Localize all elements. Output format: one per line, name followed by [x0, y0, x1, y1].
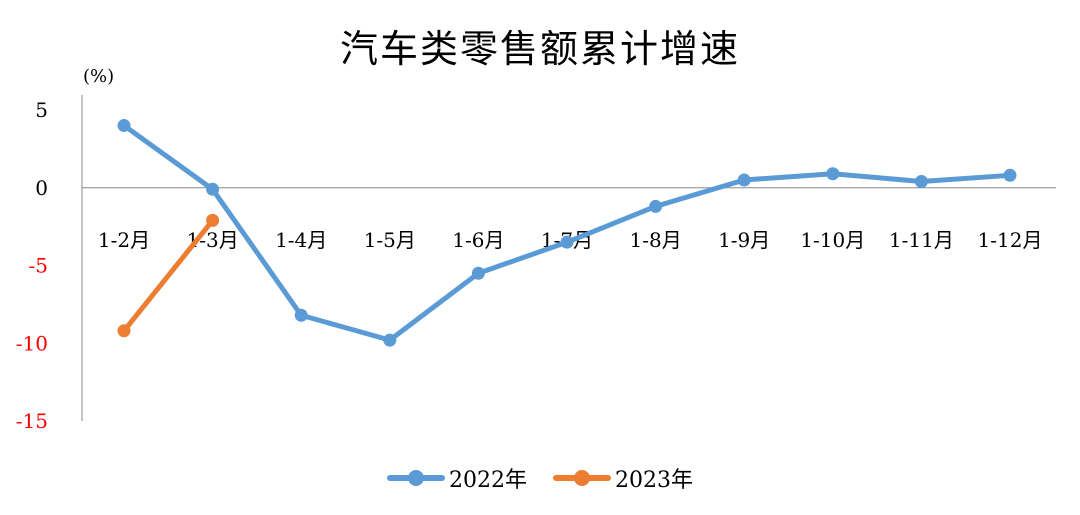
chart-title: 汽车类零售额累计增速: [339, 27, 740, 71]
y-tick-label: -15: [16, 409, 48, 433]
data-point-0: [1003, 168, 1017, 182]
x-tick-label: 1-12月: [978, 228, 1043, 252]
x-tick-label: 1-6月: [452, 228, 504, 252]
data-point-0: [560, 235, 574, 249]
data-point-1: [117, 324, 131, 338]
legend-item-2022[interactable]: 2022年: [387, 462, 527, 494]
y-axis-unit-label: (%): [83, 66, 115, 87]
data-point-1: [206, 213, 220, 227]
x-tick-label: 1-10月: [800, 228, 865, 252]
legend-swatch-2022: [387, 470, 445, 486]
x-tick-label: 1-4月: [275, 228, 327, 252]
data-point-0: [914, 175, 928, 189]
data-point-0: [649, 199, 663, 213]
legend-item-2023[interactable]: 2023年: [553, 462, 693, 494]
data-point-0: [117, 119, 131, 133]
data-point-0: [294, 308, 308, 322]
data-point-0: [826, 167, 840, 181]
data-point-0: [383, 333, 397, 347]
y-tick-label: -5: [29, 254, 48, 278]
x-tick-label: 1-11月: [889, 228, 954, 252]
series-line-1: [121, 217, 216, 334]
data-point-0: [737, 173, 751, 187]
x-tick-label: 1-5月: [364, 228, 416, 252]
data-point-0: [206, 182, 220, 196]
x-tick-label: 1-8月: [629, 228, 681, 252]
x-tick-label: 1-9月: [718, 228, 770, 252]
y-tick-label: 5: [35, 98, 48, 122]
legend-swatch-2023: [553, 470, 611, 486]
legend: 2022年 2023年: [0, 462, 1080, 494]
y-tick-label: 0: [35, 176, 48, 200]
x-tick-label: 1-2月: [98, 228, 150, 252]
data-point-0: [471, 266, 485, 280]
legend-label-2022: 2022年: [449, 468, 527, 493]
legend-label-2023: 2023年: [615, 468, 693, 493]
y-tick-label: -10: [16, 331, 48, 355]
